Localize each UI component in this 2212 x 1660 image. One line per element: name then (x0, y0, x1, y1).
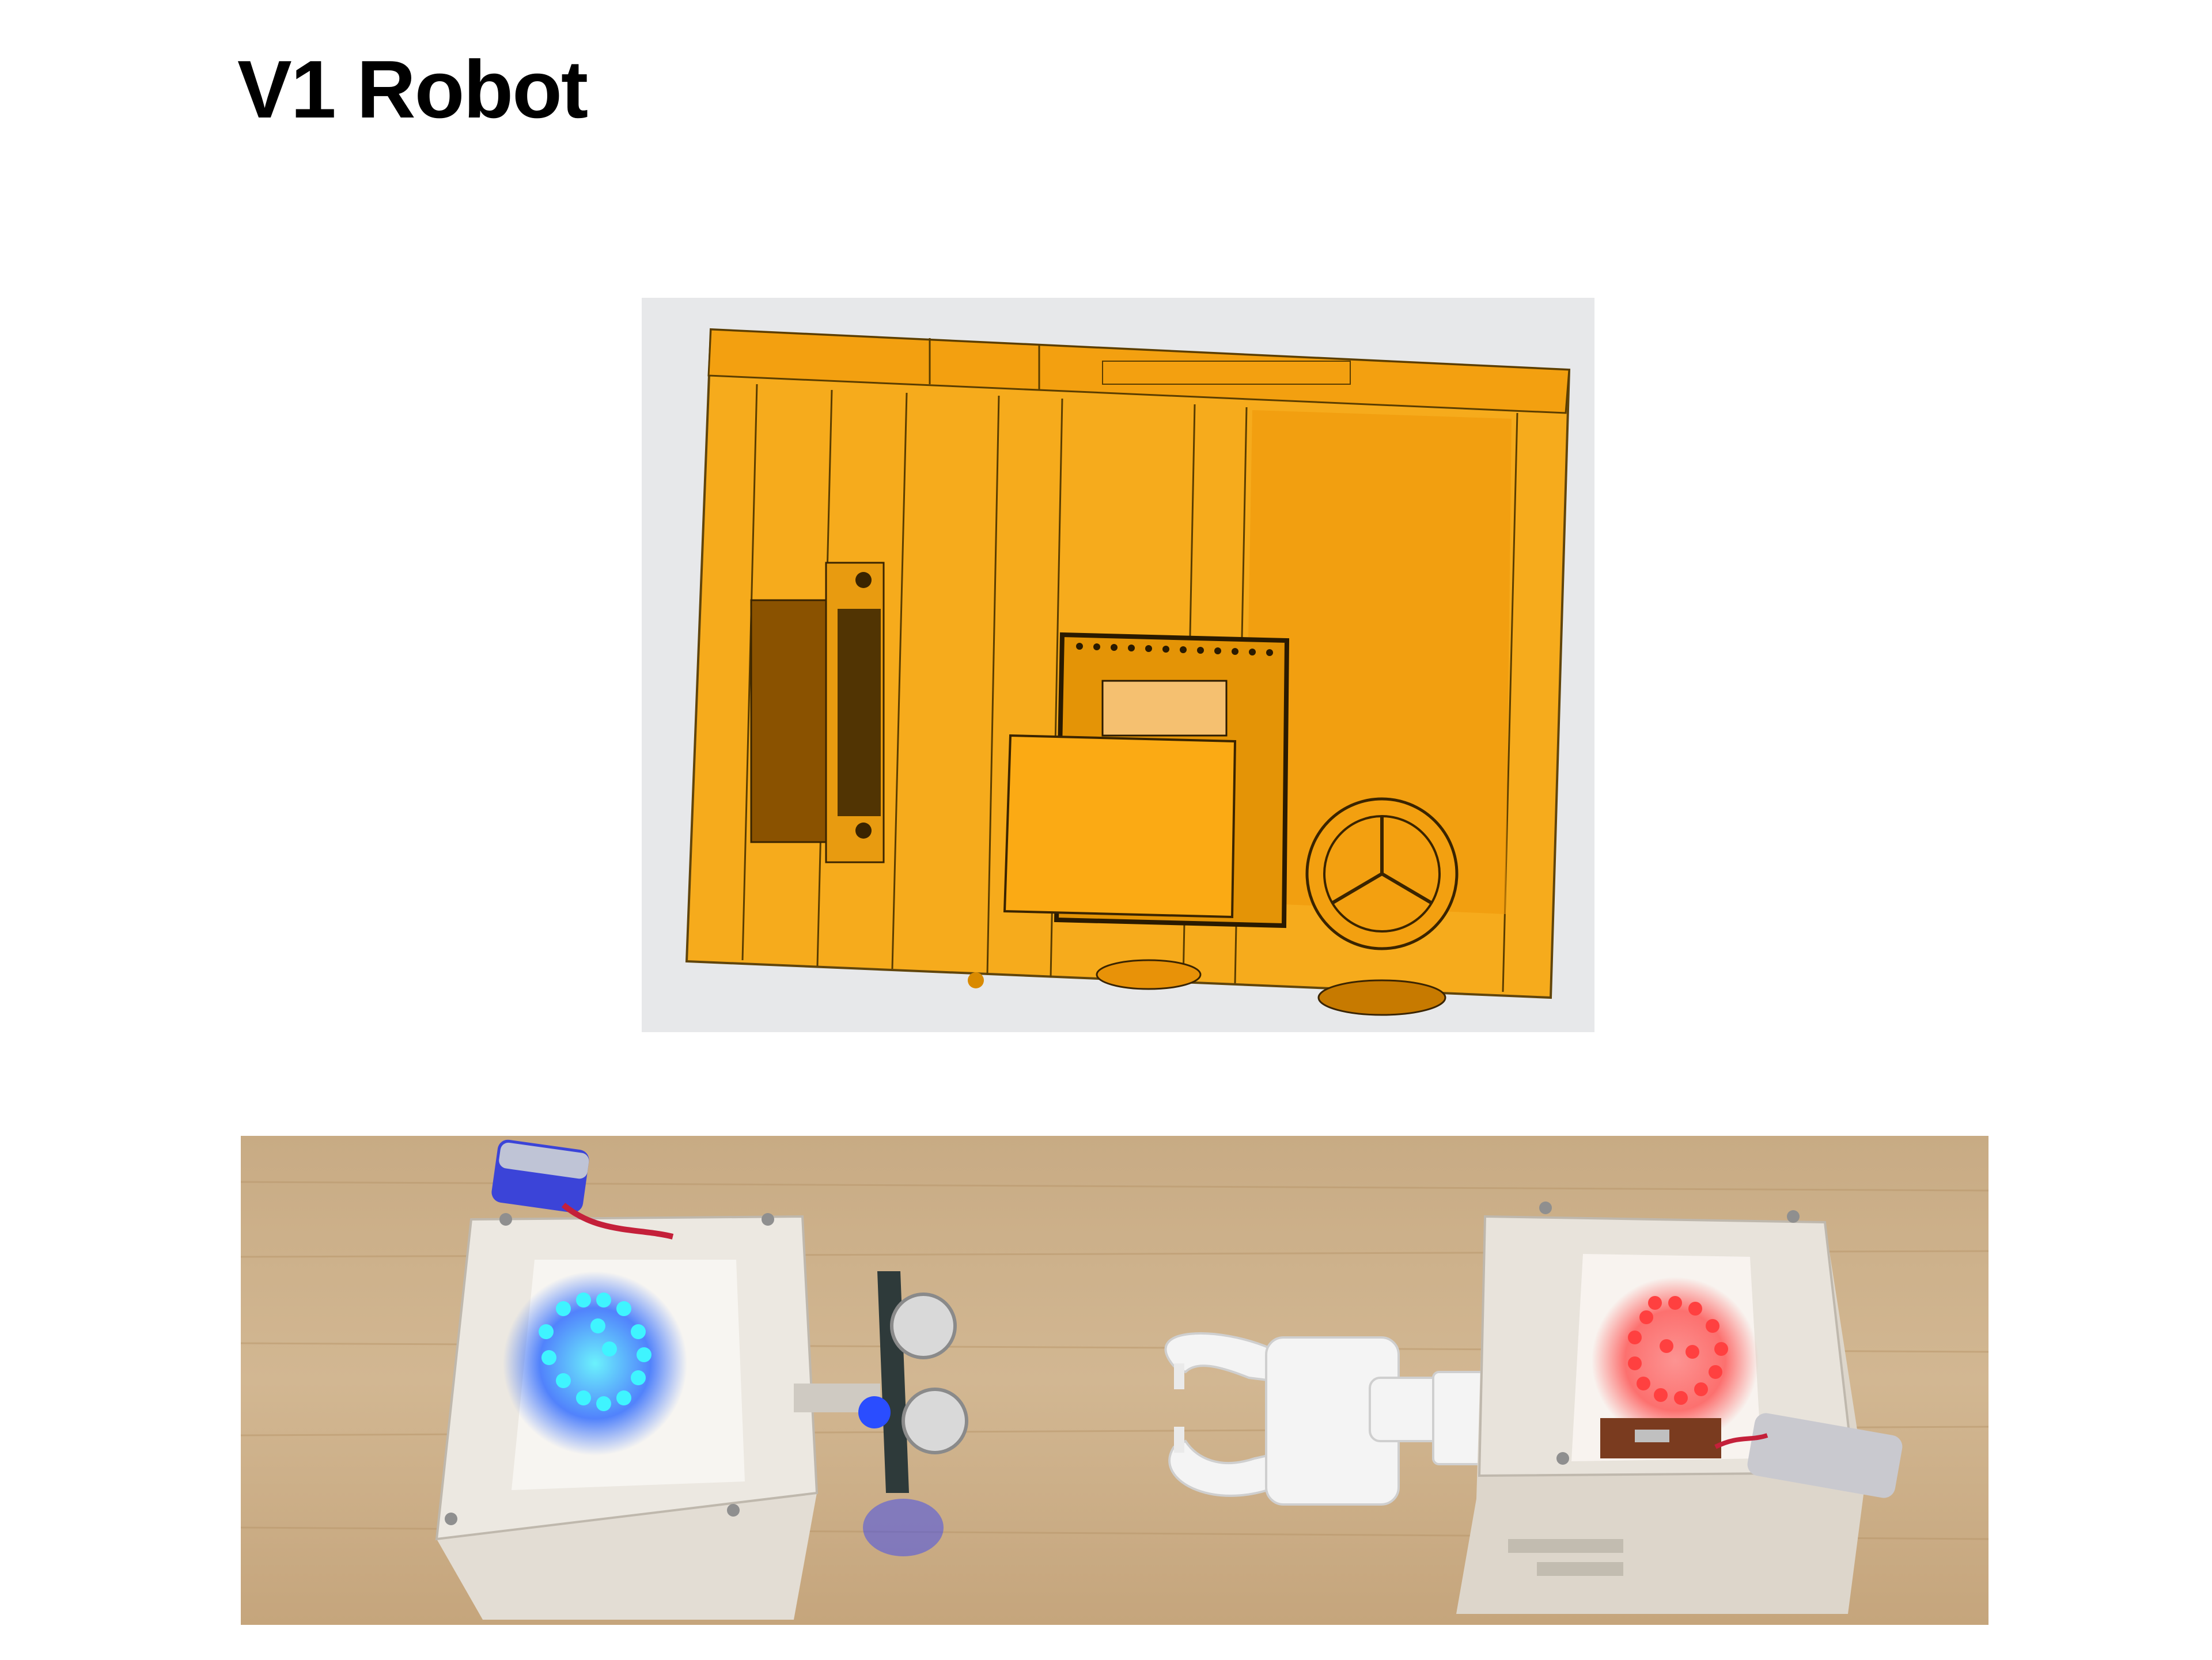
robots-photo-image (241, 1136, 1988, 1625)
cad-render-image (642, 298, 1594, 1032)
slide-title: V1 Robot (237, 44, 588, 135)
